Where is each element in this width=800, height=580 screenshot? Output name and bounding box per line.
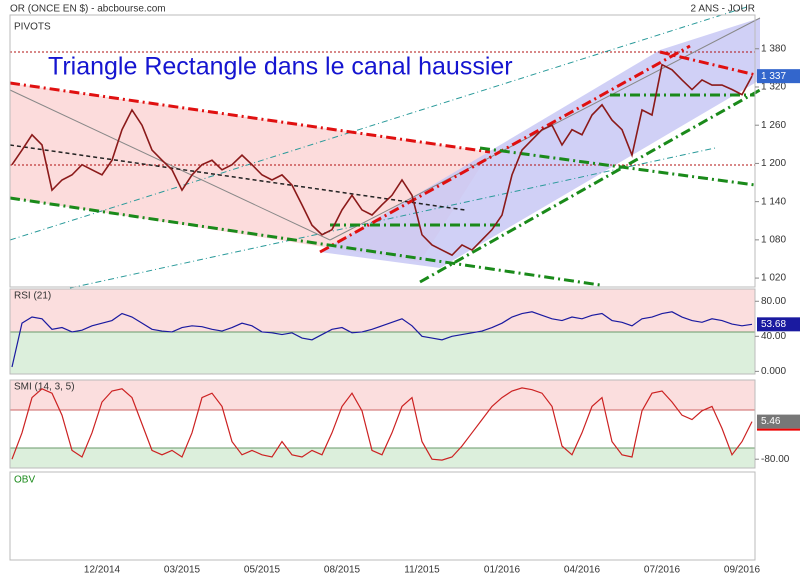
y-tick-label: 1 320 (761, 82, 786, 93)
current-value-label: 53.68 (761, 319, 786, 330)
rsi-low-zone (10, 332, 755, 374)
x-tick-label: 01/2016 (484, 565, 521, 576)
x-tick-label: 11/2015 (404, 565, 440, 576)
x-tick-label: 08/2015 (324, 565, 361, 576)
y-tick-label: 0.000 (761, 366, 786, 377)
resistance-line (659, 50, 761, 78)
x-tick-label: 07/2016 (644, 565, 681, 576)
current-value-box (757, 414, 800, 429)
rising-channel (320, 18, 760, 268)
panel-title: SMI (14, 3, 5) (14, 382, 75, 393)
trend-line (69, 147, 716, 289)
series-line (11, 63, 753, 257)
x-tick-label: 09/2016 (724, 565, 761, 576)
y-tick-label: 1 140 (761, 196, 786, 207)
y-tick-label: 1 260 (761, 120, 786, 131)
smi-high-zone (10, 380, 755, 410)
y-tick-label: -80.00 (761, 454, 790, 465)
panel-frame (9, 379, 756, 469)
chart-title: Triangle Rectangle dans le canal haussie… (48, 53, 513, 81)
source: OR (ONCE EN $) - abcbourse.com (10, 4, 166, 15)
y-tick-label: 1 380 (761, 43, 786, 54)
y-tick-label: 1 080 (761, 235, 786, 246)
resistance-line (9, 81, 491, 154)
panel-frame (9, 14, 756, 288)
panel-frame (9, 288, 756, 375)
descending-channel (10, 83, 490, 262)
x-tick-label: 05/2015 (244, 565, 281, 576)
y-tick-label: 40.00 (761, 331, 786, 342)
x-tick-label: 03/2015 (164, 565, 201, 576)
panel-frame (9, 471, 756, 561)
panel-title: RSI (21) (14, 291, 51, 302)
series-line (11, 311, 753, 368)
trend-line (9, 89, 331, 241)
x-tick-label: 12/2014 (84, 565, 121, 576)
trend-line (9, 5, 751, 241)
support-line (419, 88, 761, 284)
current-value-label: 5.46 (761, 416, 781, 427)
panel-title: OBV (14, 475, 35, 486)
series-line (11, 387, 753, 461)
smi-low-zone (10, 448, 755, 468)
current-value-label: 1 337 (761, 71, 786, 82)
support-line (479, 146, 756, 187)
overlay-label: PIVOTS (14, 22, 51, 33)
current-value-box (757, 317, 800, 332)
y-tick-label: 80.00 (761, 296, 786, 307)
y-tick-label: 1 200 (761, 158, 786, 169)
current-value-box (757, 69, 800, 84)
period: 2 ANS - JOUR (691, 4, 755, 15)
y-tick-label: 1 020 (761, 273, 786, 284)
x-tick-label: 04/2016 (564, 565, 601, 576)
